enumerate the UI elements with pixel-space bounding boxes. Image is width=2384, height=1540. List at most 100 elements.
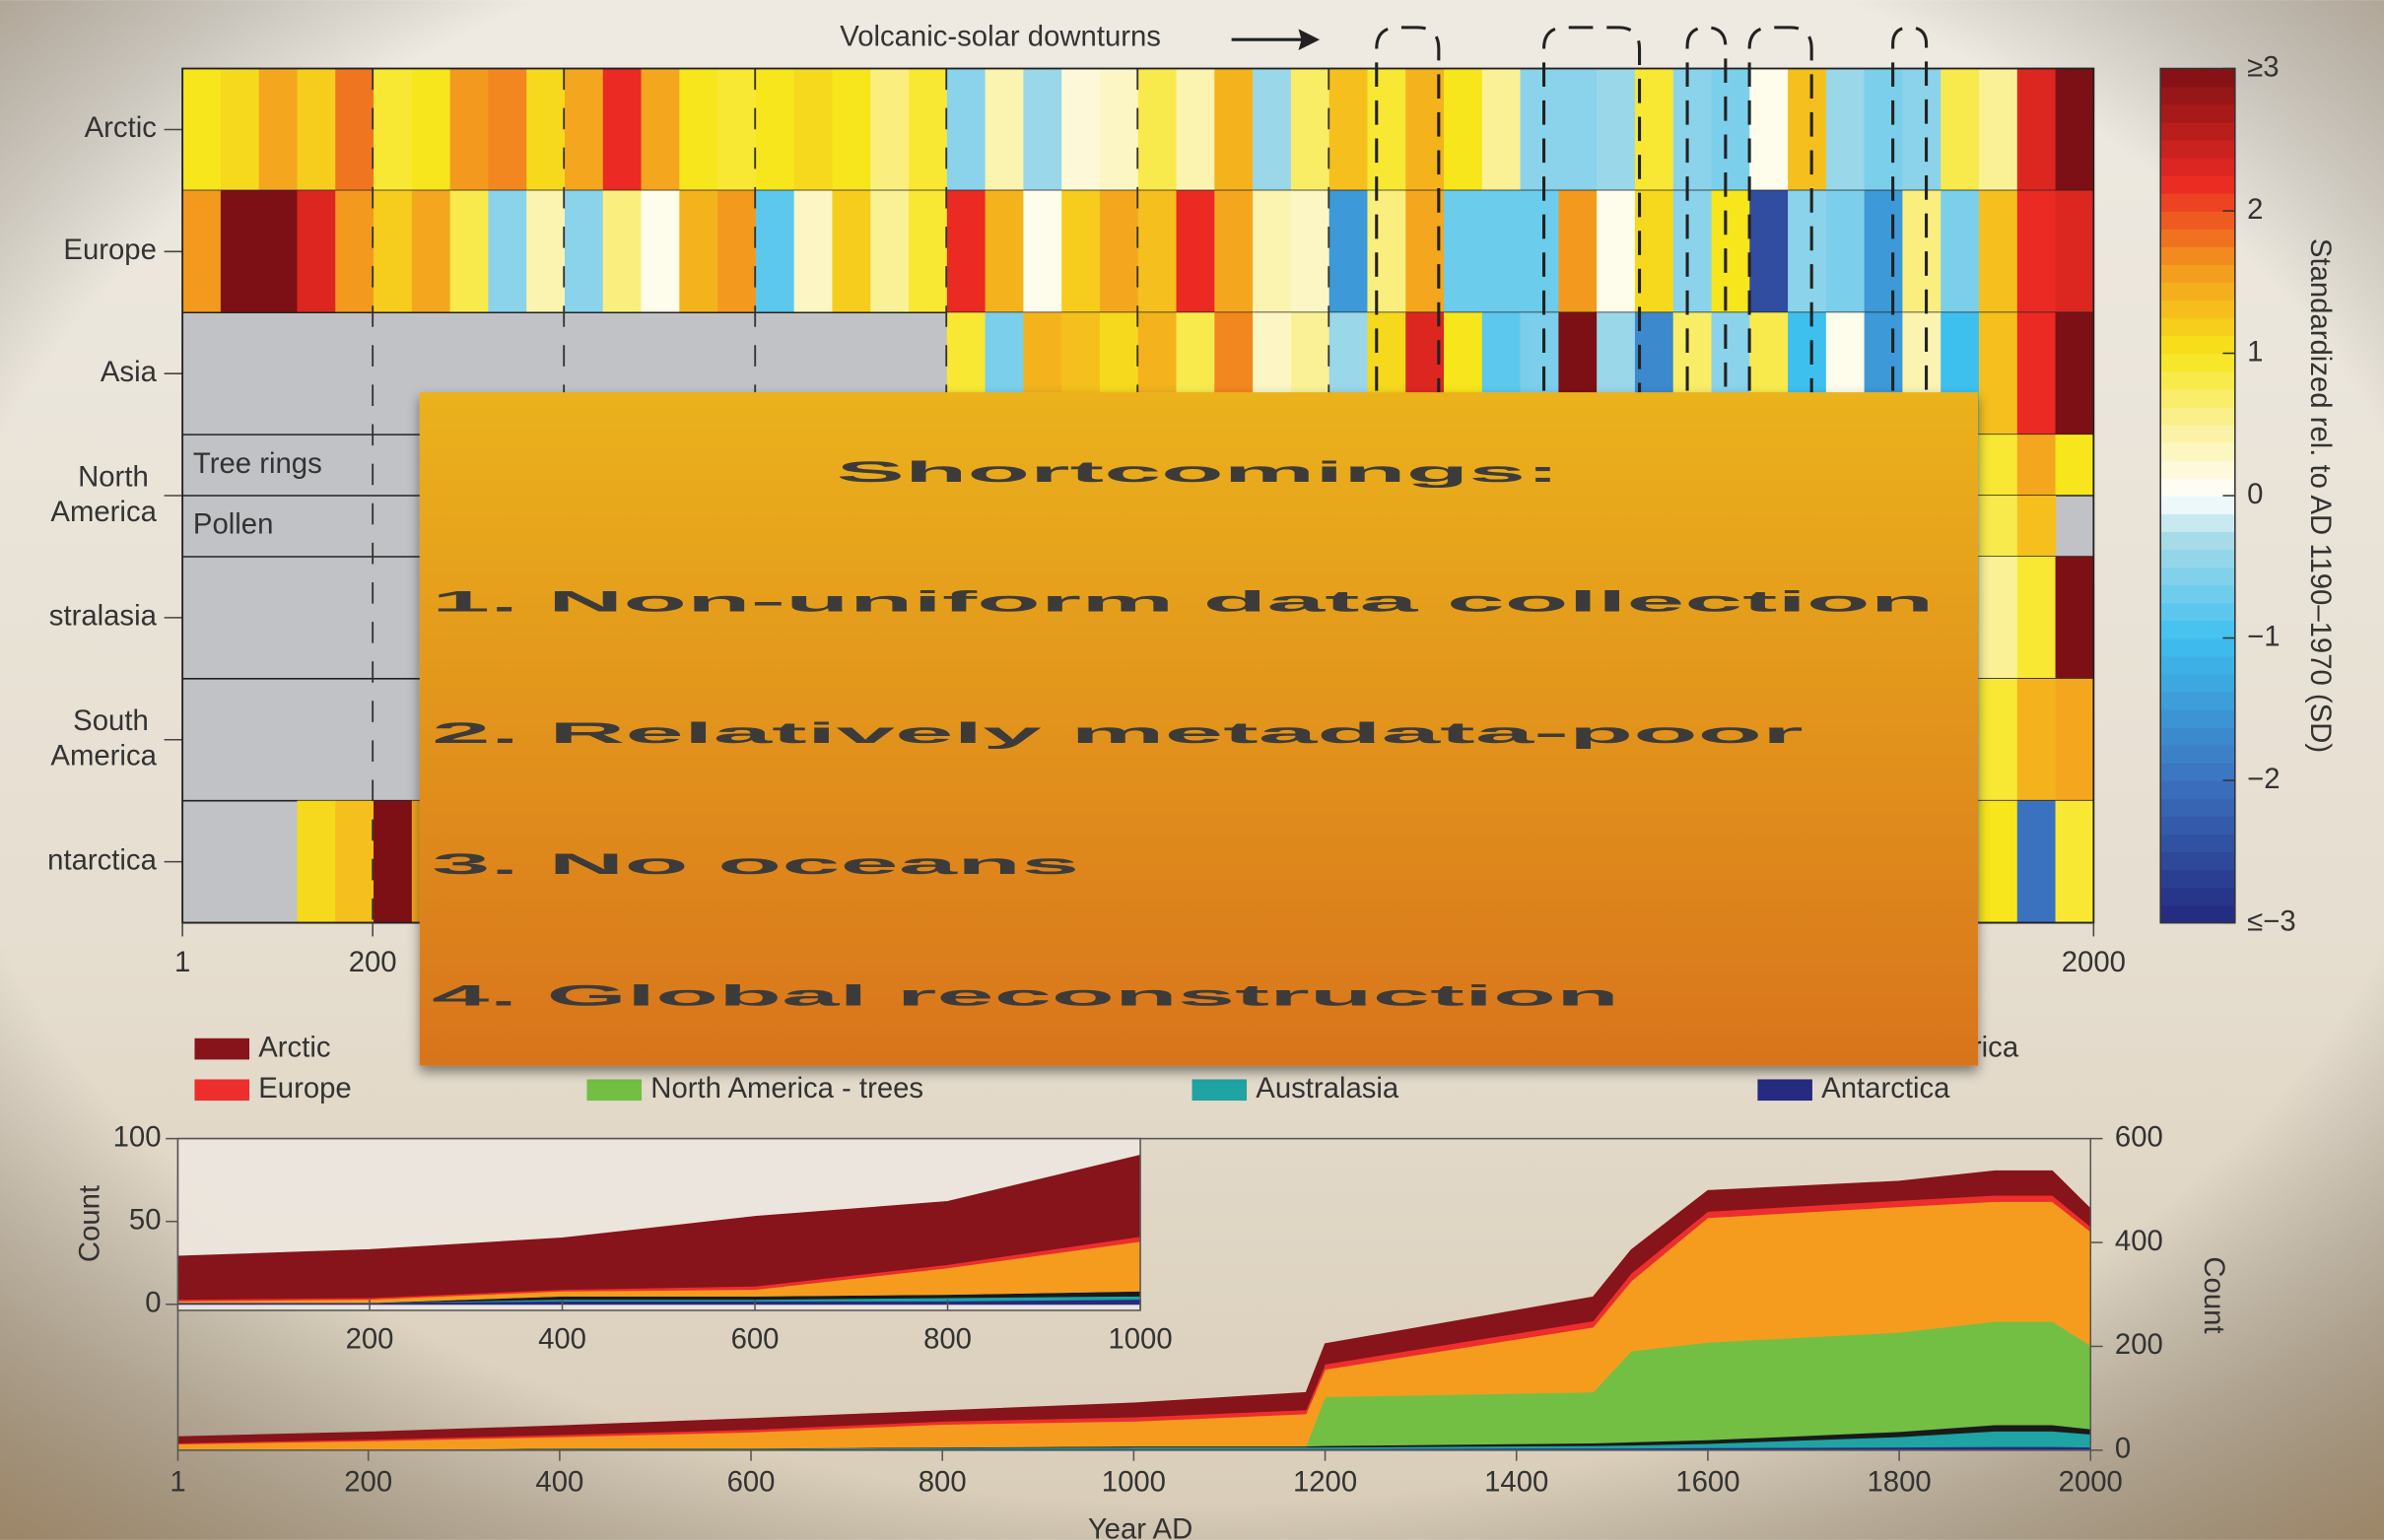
- overlay-box: Shortcomings: 1. Non-uniform data collec…: [419, 392, 1979, 1066]
- y2-tick-label: 200: [2115, 1328, 2163, 1361]
- x-tick-label: 2000: [2059, 1466, 2123, 1499]
- heat-cell: [411, 68, 451, 191]
- colorbar-tick-label: −2: [2247, 763, 2280, 795]
- legend-swatch: [1757, 1079, 1812, 1102]
- colorbar-step: [2160, 531, 2235, 550]
- colorbar-step: [2160, 157, 2235, 176]
- heat-cell: [1711, 68, 1750, 191]
- colorbar-step: [2160, 388, 2235, 408]
- heat-cell: [1788, 190, 1827, 313]
- heat-cell: [870, 190, 910, 313]
- heat-cell: [488, 68, 527, 191]
- heat-cell: [602, 190, 643, 313]
- heat-cell: [1978, 312, 2018, 435]
- heat-cell: [1825, 190, 1866, 313]
- downturn-bracket: [1891, 26, 1929, 923]
- heat-cell: [1941, 190, 1980, 313]
- heat-cell: [641, 68, 680, 191]
- heat-cell: [1214, 68, 1254, 191]
- heat-cell: [2016, 496, 2057, 557]
- heat-cell: [1788, 68, 1827, 191]
- heat-cell: [946, 68, 987, 191]
- colorbar-step: [2160, 798, 2235, 817]
- heat-cell: [2055, 68, 2094, 191]
- downturn-bracket: [1747, 26, 1813, 923]
- row-label: ntarctica: [47, 843, 157, 876]
- heat-cell: [1481, 68, 1522, 191]
- colorbar-step: [2160, 655, 2235, 675]
- heat-cell: [1597, 190, 1636, 313]
- heat-cell: [1941, 68, 1980, 191]
- heat-cell: [220, 68, 260, 191]
- heat-cell: [1367, 68, 1406, 191]
- heat-cell: [1978, 556, 2018, 679]
- colorbar-step: [2160, 691, 2235, 710]
- heat-cell: [1558, 68, 1598, 191]
- heat-cell: [526, 190, 566, 313]
- heat-cell: [1137, 190, 1178, 313]
- heat-cell: [1444, 68, 1483, 191]
- inset-y-tick-label: 50: [129, 1203, 162, 1236]
- heat-cell: [2016, 800, 2057, 923]
- heat-cell: [602, 68, 643, 191]
- heat-cell: [564, 68, 604, 191]
- colorbar-step: [2160, 887, 2235, 906]
- downturn-bracket: [1375, 26, 1441, 923]
- heat-cell: [2055, 190, 2094, 313]
- colorbar-step: [2160, 335, 2235, 355]
- heat-cell: [1367, 190, 1406, 313]
- colorbar-step: [2160, 851, 2235, 871]
- heat-cell: [1864, 190, 1904, 313]
- colorbar-step: [2160, 834, 2235, 853]
- colorbar-step: [2160, 869, 2235, 889]
- heat-cell: [1558, 190, 1598, 313]
- heat-cell: [1978, 678, 2018, 801]
- heat-cell: [1061, 68, 1101, 191]
- heat-cell: [1634, 190, 1674, 313]
- colorbar-step: [2160, 726, 2235, 746]
- heat-cell: [258, 68, 299, 191]
- heat-cell: [1137, 68, 1178, 191]
- heat-cell: [755, 68, 795, 191]
- heat-cell: [1253, 190, 1292, 313]
- colorbar-step: [2160, 246, 2235, 265]
- overlay-item: 1. Non-uniform data collection: [432, 585, 1934, 618]
- area-chart: 1 200 400 600 800 1000 1200 1400 1600 1800 2000020…: [73, 1031, 2230, 1540]
- inset-y-tick-label: 0: [145, 1287, 161, 1319]
- colorbar-step: [2160, 86, 2235, 105]
- heat-cell: [1520, 190, 1559, 313]
- colorbar-step: [2160, 424, 2235, 443]
- heat-cell: [832, 190, 871, 313]
- heat-cell: [2016, 312, 2057, 435]
- heat-cell: [374, 800, 413, 923]
- heat-cell: [1099, 68, 1139, 191]
- legend-label: North America - trees: [650, 1072, 923, 1105]
- downturn-bracket: [1541, 26, 1642, 923]
- x-tick-label: 1200: [1293, 1466, 1357, 1499]
- inset-frame: [176, 1137, 1141, 1311]
- heat-cell: [717, 68, 757, 191]
- colorbar-step: [2160, 496, 2235, 514]
- row-label: North America: [50, 460, 157, 527]
- x-tick-label: 400: [535, 1466, 583, 1499]
- colorbar-step: [2160, 174, 2235, 194]
- colorbar-step: [2160, 370, 2235, 390]
- heat-cell: [564, 190, 604, 313]
- colorbar-step: [2160, 121, 2235, 141]
- heat-cell: [870, 68, 910, 191]
- row-label: Europe: [63, 234, 156, 266]
- heat-cell: [641, 190, 680, 313]
- heat-cell: [1214, 190, 1254, 313]
- heat-cell: [679, 68, 718, 191]
- legend-label: Australasia: [1256, 1072, 1399, 1105]
- colorbar-step: [2160, 139, 2235, 159]
- heat-cell: [1290, 190, 1330, 313]
- heat-cell: [2016, 678, 2057, 801]
- inset-x-tick-label: 1000: [1108, 1323, 1172, 1356]
- row-label: South America: [50, 704, 157, 771]
- x-tick-label: 800: [919, 1466, 967, 1499]
- colorbar-step: [2160, 317, 2235, 337]
- heat-cell: [1023, 190, 1062, 313]
- x-tick-label: 1000: [1102, 1466, 1166, 1499]
